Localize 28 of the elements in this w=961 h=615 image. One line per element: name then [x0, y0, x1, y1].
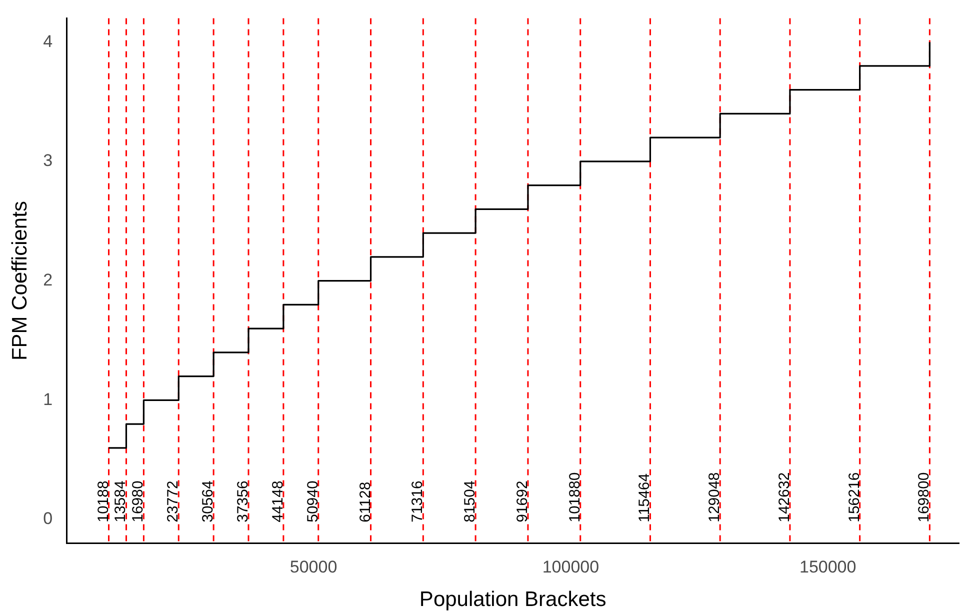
ref-line-label: 16980: [130, 480, 147, 522]
ref-line-label: 156216: [846, 472, 863, 522]
ref-line-label: 81504: [462, 480, 479, 522]
ref-line-label: 71316: [409, 480, 426, 522]
x-tick-label: 50000: [290, 557, 338, 576]
ref-line-label: 91692: [514, 480, 531, 522]
ref-line-label: 23772: [164, 480, 182, 522]
ref-line-label: 169800: [916, 472, 933, 522]
ref-line-label: 30564: [200, 480, 217, 522]
ref-line-label: 44148: [269, 480, 286, 522]
ref-line-label: 142632: [776, 472, 793, 522]
y-tick-label: 1: [43, 390, 53, 409]
ref-line-label: 10188: [94, 480, 112, 522]
y-axis-title: FPM Coefficients: [8, 201, 32, 361]
y-tick-label: 2: [43, 270, 53, 290]
y-tick-label: 3: [43, 151, 53, 170]
ref-line-label: 61128: [356, 482, 374, 522]
ref-line-label: 37356: [234, 480, 252, 522]
ref-line-label: 115464: [636, 473, 654, 522]
x-axis-title: Population Brackets: [419, 588, 606, 612]
x-tick-label: 100000: [542, 557, 600, 576]
ref-line-label: 50940: [304, 480, 322, 522]
y-tick-label: 0: [43, 509, 53, 528]
ref-line-label: 13584: [112, 480, 130, 522]
ref-line-label: 101880: [566, 472, 584, 522]
y-tick-label: 4: [43, 32, 53, 51]
x-tick-label: 150000: [799, 557, 856, 576]
ref-line-label: 129048: [706, 472, 724, 522]
